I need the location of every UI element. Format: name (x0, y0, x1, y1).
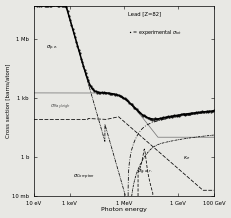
Text: Lead [Z=82]: Lead [Z=82] (128, 11, 161, 16)
X-axis label: Photon energy: Photon energy (101, 208, 147, 213)
Text: $\bullet$ = experimental $\sigma_{tot}$: $\bullet$ = experimental $\sigma_{tot}$ (128, 28, 182, 37)
Text: $\sigma_{g.d.r.}$: $\sigma_{g.d.r.}$ (137, 168, 153, 177)
Text: $\sigma_{p.e.}$: $\sigma_{p.e.}$ (46, 44, 59, 53)
Y-axis label: Cross section [barns/atom]: Cross section [barns/atom] (6, 64, 11, 138)
Text: $\kappa_{nuc}$: $\kappa_{nuc}$ (181, 111, 193, 119)
Text: $\kappa_e$: $\kappa_e$ (183, 154, 191, 162)
Text: $\sigma_{Compton}$: $\sigma_{Compton}$ (73, 173, 95, 182)
Text: $\sigma_{Rayleigh}$: $\sigma_{Rayleigh}$ (50, 103, 71, 112)
